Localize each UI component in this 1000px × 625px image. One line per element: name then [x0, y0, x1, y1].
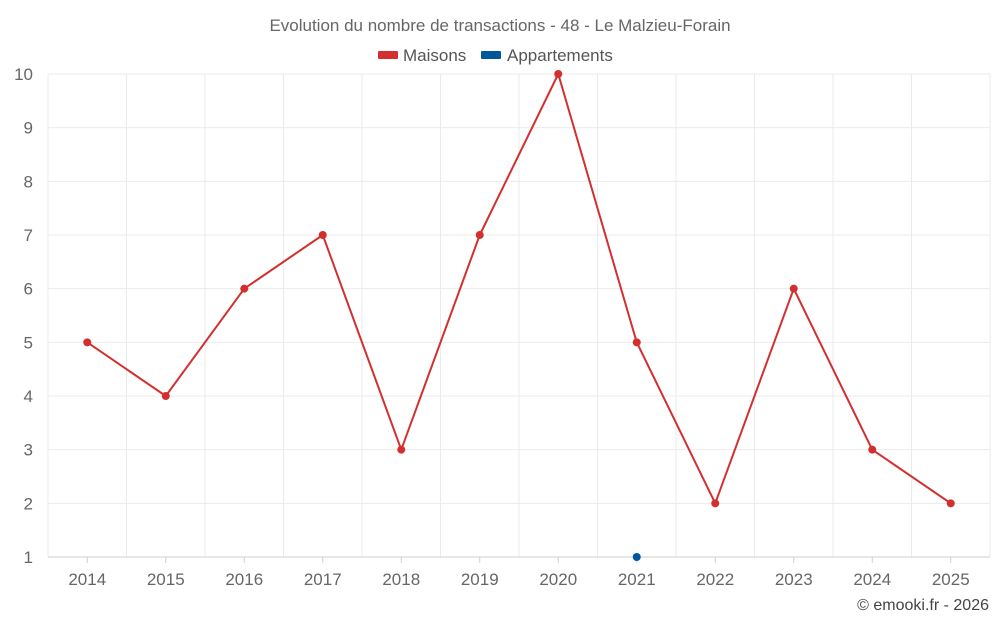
x-tick-label: 2023: [775, 570, 813, 589]
x-tick-label: 2019: [461, 570, 499, 589]
chart-title: Evolution du nombre de transactions - 48…: [269, 16, 730, 35]
legend-swatch-maisons: [378, 51, 398, 59]
data-point-maisons[interactable]: [240, 284, 249, 293]
data-point-appartements[interactable]: [632, 553, 641, 561]
credit-text: © emooki.fr - 2026: [857, 597, 989, 614]
data-point-maisons[interactable]: [711, 499, 720, 508]
x-tick-label: 2016: [225, 570, 263, 589]
x-tick-label: 2017: [304, 570, 342, 589]
y-tick-label: 5: [24, 333, 33, 352]
x-tick-label: 2021: [618, 570, 656, 589]
legend: Maisons Appartements: [378, 46, 613, 65]
y-tick-label: 2: [24, 494, 33, 513]
x-tick-label: 2025: [932, 570, 970, 589]
legend-item-appartements[interactable]: Appartements: [481, 46, 613, 65]
x-tick-label: 2014: [68, 570, 106, 589]
series: [83, 70, 955, 561]
x-tick-label: 2015: [147, 570, 185, 589]
x-tick-label: 2020: [539, 570, 577, 589]
legend-item-maisons[interactable]: Maisons: [378, 46, 466, 65]
legend-swatch-appartements: [481, 51, 501, 59]
data-point-maisons[interactable]: [868, 445, 877, 454]
y-tick-label: 10: [14, 65, 33, 84]
legend-label-appartements: Appartements: [507, 46, 613, 65]
data-point-maisons[interactable]: [946, 499, 955, 508]
data-point-maisons[interactable]: [475, 231, 484, 239]
series-line-maisons: [86, 73, 952, 505]
y-tick-label: 3: [24, 441, 33, 460]
y-tick-label: 6: [24, 280, 33, 299]
x-tick-label: 2024: [853, 570, 891, 589]
data-point-maisons[interactable]: [83, 338, 92, 347]
legend-label-maisons: Maisons: [403, 46, 466, 65]
y-tick-label: 7: [24, 226, 33, 245]
data-point-maisons[interactable]: [318, 231, 327, 239]
data-point-maisons[interactable]: [397, 445, 406, 454]
y-tick-label: 9: [24, 119, 33, 138]
data-point-maisons[interactable]: [554, 70, 563, 78]
x-tick-label: 2022: [696, 570, 734, 589]
data-point-maisons[interactable]: [632, 338, 641, 347]
grid: [47, 73, 991, 558]
y-tick-label: 8: [24, 172, 33, 191]
data-point-maisons[interactable]: [789, 284, 798, 293]
y-tick-label: 4: [24, 387, 33, 406]
x-tick-label: 2018: [382, 570, 420, 589]
data-point-maisons[interactable]: [161, 392, 170, 400]
y-tick-label: 1: [24, 548, 33, 567]
axes: 1 2 3 4 5 6 7 8 9 10 2014 2015 2016 2017 2018 2019 2020 2…: [14, 65, 990, 589]
